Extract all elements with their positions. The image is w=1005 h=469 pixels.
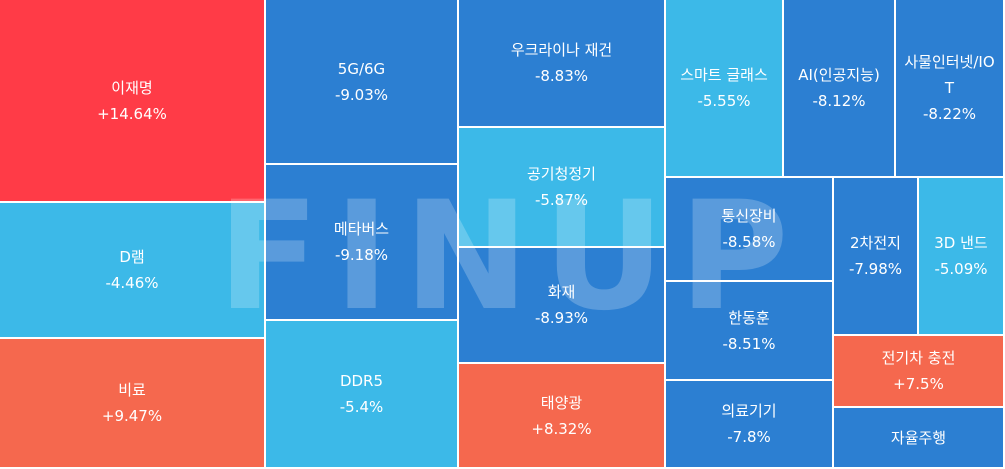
treemap-tile[interactable]: 통신장비 -8.58% bbox=[666, 178, 834, 282]
treemap-tile[interactable]: 비료 +9.47% bbox=[0, 339, 266, 469]
treemap-tile[interactable]: 화재 -8.93% bbox=[459, 248, 666, 364]
tile-value: -4.46% bbox=[105, 274, 159, 292]
tile-name: 자율주행 bbox=[890, 428, 947, 447]
tile-value: -8.12% bbox=[812, 92, 866, 110]
treemap-tile[interactable]: 자율주행 bbox=[834, 408, 1005, 469]
tile-value: -8.22% bbox=[922, 105, 977, 123]
tile-value: -5.09% bbox=[934, 260, 988, 278]
treemap-tile[interactable]: 메타버스 -9.18% bbox=[266, 165, 459, 321]
tile-value: -8.83% bbox=[534, 67, 589, 85]
tile-name: 스마트 글래스 bbox=[680, 66, 768, 84]
tile-name: 전기차 충전 bbox=[881, 349, 956, 367]
treemap-tile[interactable]: 스마트 글래스 -5.55% bbox=[666, 0, 784, 178]
tile-value: -8.58% bbox=[722, 233, 776, 251]
tile-name: 태양광 bbox=[540, 393, 583, 412]
tile-value: -8.93% bbox=[534, 309, 589, 327]
treemap-tile[interactable]: 공기청정기 -5.87% bbox=[459, 128, 666, 248]
tile-name: D램 bbox=[119, 248, 145, 266]
tile-value: -8.51% bbox=[722, 334, 776, 353]
tile-name: 우크라이나 재건 bbox=[510, 41, 613, 59]
tile-value: +14.64% bbox=[97, 104, 167, 123]
tile-name: 사물인터넷/IOT bbox=[904, 53, 995, 97]
tile-name: 메타버스 bbox=[333, 220, 390, 238]
tile-value: +7.5% bbox=[893, 375, 944, 393]
treemap-tile[interactable]: 전기차 충전 +7.5% bbox=[834, 336, 1005, 408]
tile-name: 의료기기 bbox=[721, 402, 777, 420]
tile-name: 비료 bbox=[118, 381, 146, 399]
tile-value: -9.03% bbox=[334, 85, 389, 104]
treemap-tile[interactable]: 사물인터넷/IOT -8.22% bbox=[896, 0, 1005, 178]
treemap-tile[interactable]: 한동훈 -8.51% bbox=[666, 282, 834, 381]
treemap-tile[interactable]: AI(인공지능) -8.12% bbox=[784, 0, 896, 178]
treemap-tile[interactable]: D램 -4.46% bbox=[0, 203, 266, 339]
tile-name: 5G/6G bbox=[337, 59, 386, 78]
tile-name: 통신장비 bbox=[721, 207, 777, 225]
tile-name: 2차전지 bbox=[850, 234, 901, 252]
tile-value: -7.8% bbox=[727, 428, 771, 446]
tile-name: 한동훈 bbox=[728, 308, 770, 327]
treemap-tile[interactable]: 태양광 +8.32% bbox=[459, 364, 666, 469]
treemap-tile[interactable]: 이재명 +14.64% bbox=[0, 0, 266, 203]
tile-name: 3D 낸드 bbox=[934, 234, 988, 252]
tile-value: -5.4% bbox=[339, 398, 384, 416]
tile-value: +8.32% bbox=[531, 419, 592, 438]
tile-name: 이재명 bbox=[111, 78, 153, 97]
tile-value: -5.87% bbox=[534, 191, 589, 209]
treemap-tile[interactable]: 우크라이나 재건 -8.83% bbox=[459, 0, 666, 128]
tile-value: -7.98% bbox=[848, 260, 903, 278]
treemap-tile[interactable]: 2차전지 -7.98% bbox=[834, 178, 919, 336]
treemap-tile[interactable]: DDR5 -5.4% bbox=[266, 321, 459, 469]
treemap-tile[interactable]: 3D 낸드 -5.09% bbox=[919, 178, 1005, 336]
tile-value: -9.18% bbox=[334, 246, 389, 264]
tile-name: 화재 bbox=[547, 283, 576, 301]
tile-value: -5.55% bbox=[697, 92, 751, 110]
tile-name: AI(인공지능) bbox=[798, 66, 880, 84]
tile-name: DDR5 bbox=[339, 372, 384, 390]
treemap-tile[interactable]: 의료기기 -7.8% bbox=[666, 381, 834, 469]
tile-value: +9.47% bbox=[101, 407, 163, 425]
tile-name: 공기청정기 bbox=[526, 165, 596, 183]
treemap-tile[interactable]: 5G/6G -9.03% bbox=[266, 0, 459, 165]
